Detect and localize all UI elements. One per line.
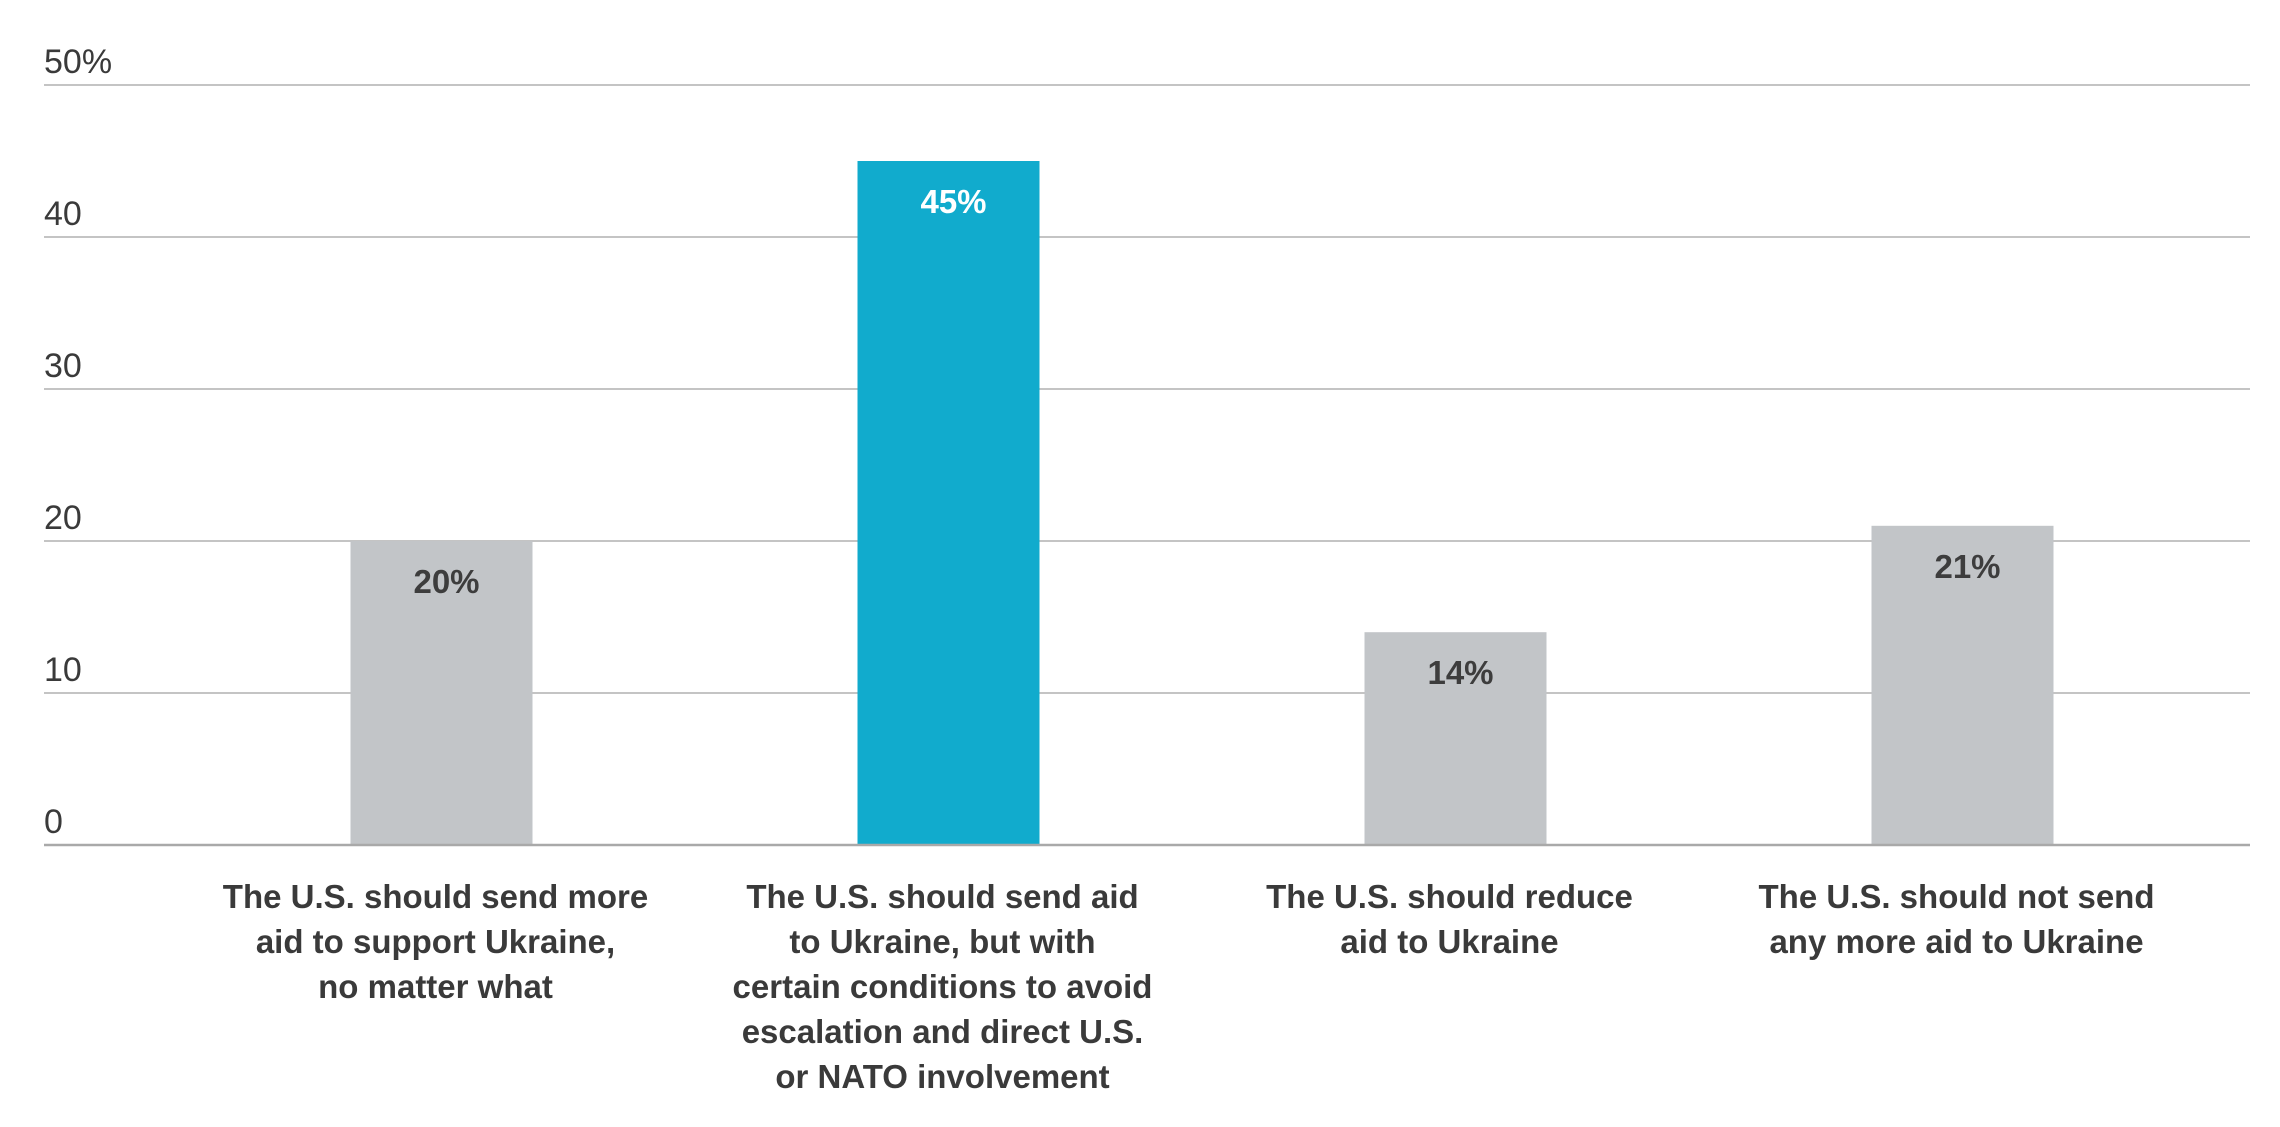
y-tick-label: 20 [44,499,82,537]
x-tick-label-line: aid to support Ukraine, [256,923,615,960]
x-tick-label-line: to Ukraine, but with [789,923,1095,960]
x-tick-label-line: or NATO involvement [775,1058,1109,1095]
bar-value-label: 45% [920,183,986,220]
y-tick-label: 0 [44,803,63,841]
x-tick-label-line: The U.S. should send more [223,878,648,915]
x-tick-label: The U.S. should not send any more aid to … [1759,878,2155,960]
x-tick-label: The U.S. should send more aid to support … [223,878,648,1005]
x-tick-label-line: aid to Ukraine [1340,923,1558,960]
x-tick-label: The U.S. should reduce aid to Ukraine [1266,878,1633,960]
bar-layer: 20% 45% 14% 21% [350,161,2054,845]
x-tick-label-line: no matter what [318,968,553,1005]
bar [1871,525,2054,845]
y-tick-label: 50% [44,43,112,81]
bar-value-label: 14% [1427,654,1493,691]
x-tick-label: The U.S. should send aid to Ukraine, but … [733,878,1153,1095]
bar [350,541,533,845]
y-tick-label: 30 [44,347,82,385]
x-tick-label-line: The U.S. should not send [1759,878,2155,915]
bar [1364,632,1547,845]
x-tick-label-line: any more aid to Ukraine [1769,923,2143,960]
x-tick-label-line: The U.S. should reduce [1266,878,1633,915]
y-tick-label: 10 [44,651,82,689]
bar [857,161,1040,845]
axis-layer: 0 10 20 30 40 50% The U.S. should send more aid… [44,43,2250,1095]
x-tick-label-line: The U.S. should send aid [746,878,1138,915]
x-tick-label-line: certain conditions to avoid [733,968,1153,1005]
bar-value-label: 21% [1934,548,2000,585]
bar-value-label: 20% [413,563,479,600]
y-tick-label: 40 [44,195,82,233]
x-tick-label-line: escalation and direct U.S. [742,1013,1144,1050]
